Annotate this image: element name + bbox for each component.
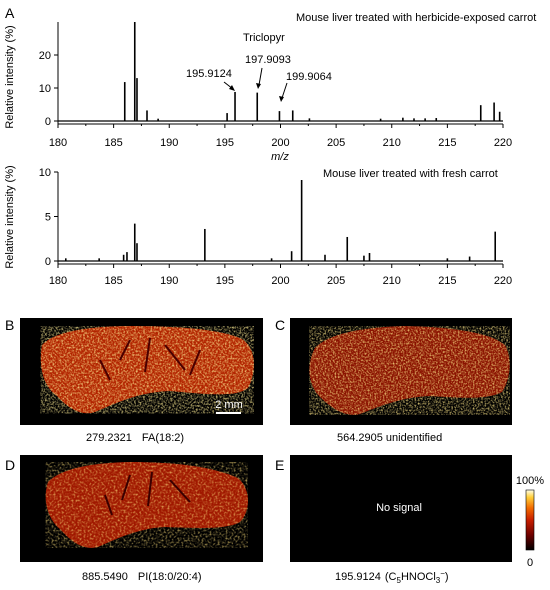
- top-xlabel: m/z: [271, 151, 289, 163]
- top-spectrum: 180 185 190 195 200 205 210 215 220 0 10 20 Relati…: [4, 12, 536, 163]
- peak-arrow-199: [281, 82, 288, 99]
- top-xtick-label: 205: [327, 137, 345, 149]
- top-xtick-label: 215: [438, 137, 456, 149]
- peak-arrow-197: [258, 67, 263, 86]
- panel-letter-d: D: [5, 457, 15, 473]
- peak-arrowhead-197: [256, 83, 261, 89]
- tissue-b-texture: [40, 326, 254, 414]
- colorbar-max-label: 100%: [516, 475, 544, 487]
- top-xtick-label: 190: [160, 137, 178, 149]
- caption-e-mz: 195.9124: [335, 571, 381, 583]
- scale-bar-label: 2 mm: [215, 399, 243, 411]
- bottom-xtick-label: 215: [438, 275, 456, 287]
- image-panel-e: No signal: [290, 455, 512, 562]
- no-signal-label: No signal: [376, 502, 422, 514]
- bottom-xtick-label: 200: [271, 275, 289, 287]
- bottom-xtick-label: 190: [160, 275, 178, 287]
- colorbar: 100% 0: [516, 475, 544, 569]
- peak-label-199: 199.9064: [286, 71, 332, 83]
- caption-b: 279.2321 FA(18:2): [86, 432, 184, 444]
- caption-e-sub: 5: [397, 576, 402, 585]
- colorbar-min-label: 0: [527, 557, 533, 569]
- colorbar-gradient: [525, 489, 535, 551]
- top-xtick-label: 200: [271, 137, 289, 149]
- image-panel-e-background: [290, 455, 512, 562]
- caption-d-id: PI(18:0/20:4): [138, 571, 202, 583]
- top-title: Mouse liver treated with herbicide-expos…: [296, 12, 536, 24]
- caption-c: 564.2905 unidentified: [337, 432, 442, 444]
- image-panel-c: [290, 318, 512, 425]
- top-ytick-label: 20: [39, 50, 51, 62]
- peak-arrowhead-195: [229, 85, 235, 91]
- image-panel-d: [20, 455, 263, 562]
- caption-e: 195.9124 (C5HNOCl3−): [335, 569, 449, 585]
- caption-e-formula-end: ): [445, 571, 449, 583]
- top-xtick-label: 195: [216, 137, 234, 149]
- caption-d: 885.5490 PI(18:0/20:4): [82, 571, 201, 583]
- bottom-ytick-label: 10: [39, 167, 51, 179]
- caption-b-id: FA(18:2): [142, 432, 184, 444]
- peak-arrowhead-199: [279, 96, 284, 102]
- tissue-d-texture: [45, 462, 249, 548]
- top-xtick-label: 210: [383, 137, 401, 149]
- top-xtick-label: 220: [494, 137, 512, 149]
- top-ytick-label: 0: [45, 116, 51, 128]
- bottom-xtick-label: 185: [104, 275, 122, 287]
- caption-e-sub2: 3: [436, 576, 441, 585]
- top-xtick-label: 180: [49, 137, 67, 149]
- caption-d-mz: 885.5490: [82, 571, 128, 583]
- top-xtick-label: 185: [104, 137, 122, 149]
- bottom-xtick-label: 205: [327, 275, 345, 287]
- bottom-xtick-label: 180: [49, 275, 67, 287]
- caption-e-formula: (C: [385, 571, 397, 583]
- tissue-b-vessels: [99, 337, 201, 381]
- compound-label-triclopyr: Triclopyr: [243, 32, 285, 44]
- bottom-ytick-label: 0: [45, 256, 51, 268]
- top-ylabel: Relative intensity (%): [4, 25, 16, 128]
- tissue-c-texture: [309, 326, 510, 415]
- caption-e-formula-mid: HNOCl: [401, 571, 436, 583]
- bottom-xtick-label: 220: [494, 275, 512, 287]
- bottom-title: Mouse liver treated with fresh carrot: [323, 168, 498, 180]
- bottom-ylabel: Relative intensity (%): [4, 165, 16, 268]
- bottom-spectrum: 180 185 190 195 200 205 210 215 220 0 5 10 Relativ…: [4, 165, 512, 287]
- bottom-xtick-label: 210: [383, 275, 401, 287]
- bottom-xtick-label: 195: [216, 275, 234, 287]
- image-panel-b: 2 mm: [20, 318, 263, 425]
- caption-b-mz: 279.2321: [86, 432, 132, 444]
- bottom-ytick-label: 5: [45, 212, 51, 224]
- peak-label-197: 197.9093: [245, 54, 291, 66]
- panel-letter-b: B: [5, 317, 14, 333]
- panel-letter-e: E: [275, 457, 284, 473]
- caption-e-sup: −: [440, 569, 445, 578]
- panel-letter-c: C: [275, 317, 285, 333]
- tissue-d-vessels: [104, 471, 191, 516]
- peak-label-195: 195.9124: [186, 68, 232, 80]
- panel-letter-a: A: [5, 5, 15, 21]
- top-ytick-label: 10: [39, 83, 51, 95]
